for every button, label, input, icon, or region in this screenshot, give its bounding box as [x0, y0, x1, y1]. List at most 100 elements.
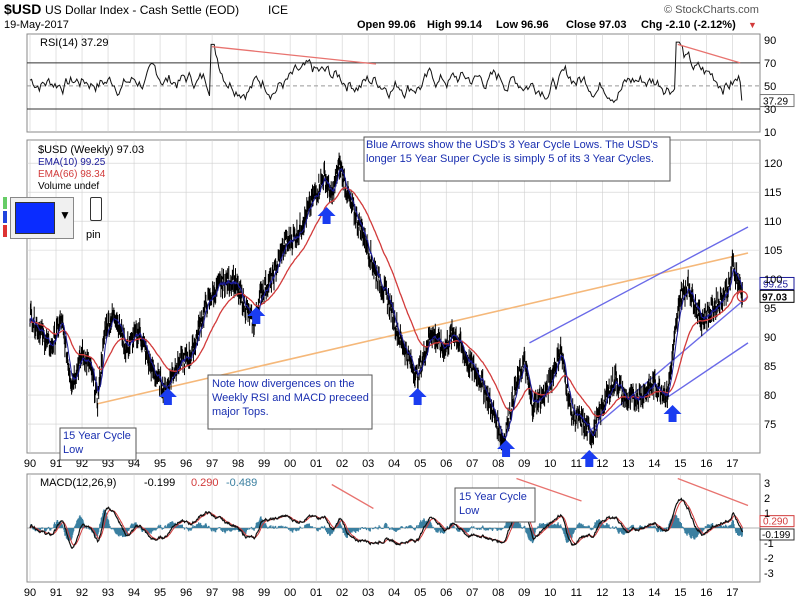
- x-tick-label-bottom: 10: [544, 587, 556, 599]
- x-tick-label: 99: [258, 458, 270, 470]
- brand-logo: © StockCharts.com: [664, 4, 759, 16]
- macd-value-tag: [759, 528, 795, 541]
- x-tick-label: 09: [518, 458, 530, 470]
- rsi-divergence-line: [212, 46, 377, 65]
- x-tick-label: 04: [388, 458, 400, 470]
- x-tick-label: 15: [674, 458, 686, 470]
- pin-label: pin: [86, 229, 101, 241]
- cycle-low-arrow-icon: [497, 440, 516, 457]
- divergence-note-box: [207, 374, 373, 430]
- x-tick-label-bottom: 99: [258, 587, 270, 599]
- x-tick-label-bottom: 94: [128, 587, 140, 599]
- x-tick-label: 12: [596, 458, 608, 470]
- x-tick-label-bottom: 08: [492, 587, 504, 599]
- x-tick-label: 96: [180, 458, 192, 470]
- price-tick-label: 90: [764, 332, 776, 344]
- color-picker-button[interactable]: ▼: [10, 197, 74, 239]
- x-tick-label-bottom: 12: [596, 587, 608, 599]
- x-tick-label-bottom: 09: [518, 587, 530, 599]
- pin-button[interactable]: pin: [84, 195, 108, 247]
- rsi-legend: RSI(14) 37.29: [40, 37, 108, 49]
- cycle-low-arrow-icon: [408, 388, 427, 405]
- cycle-low-arrow-icon: [247, 307, 266, 324]
- cycle-low-arrow-icon: [317, 207, 336, 224]
- blue-arrows-note-box: [363, 136, 671, 182]
- x-tick-label: 07: [466, 458, 478, 470]
- x-tick-label-bottom: 92: [76, 587, 88, 599]
- rsi-divergence-line: [677, 43, 741, 64]
- cycle-low-arrow-icon: [663, 405, 682, 422]
- cycle-low-box-2: [454, 487, 536, 523]
- cycle-low-box-1: [59, 427, 137, 461]
- macd-divergence-line: [677, 477, 749, 507]
- cycle-low-label-1: 15 Year Cycle Low: [63, 430, 131, 456]
- x-tick-label: 92: [76, 458, 88, 470]
- pin-icon: [90, 197, 102, 221]
- title-symbol: $USD: [4, 1, 41, 17]
- title-exchange: ICE: [268, 3, 288, 17]
- color-swatch: [15, 202, 55, 234]
- x-tick-label: 00: [284, 458, 296, 470]
- macd-signal-tag-label: 0.290: [763, 517, 788, 528]
- price-panel-frame: [26, 139, 761, 454]
- x-tick-label-bottom: 93: [102, 587, 114, 599]
- ohlc-open: Open 99.06: [357, 19, 416, 31]
- x-tick-label-bottom: 06: [440, 587, 452, 599]
- x-tick-label-bottom: 17: [726, 587, 738, 599]
- x-tick-label-bottom: 96: [180, 587, 192, 599]
- rsi-tick-label: 30: [764, 104, 776, 116]
- x-tick-label-bottom: 13: [622, 587, 634, 599]
- x-tick-label: 01: [310, 458, 322, 470]
- macd-tick-label: -1: [764, 538, 774, 550]
- ema66-line: [29, 186, 743, 418]
- rsi-layer: 37.29: [27, 41, 795, 110]
- rsi-tick-label: 90: [764, 35, 776, 47]
- price-tick-label: 75: [764, 419, 776, 431]
- style-widget: ▼ pin: [0, 195, 102, 250]
- x-tick-label: 98: [232, 458, 244, 470]
- price-tick-label: 105: [764, 245, 782, 257]
- macd-layer: 0.290 -0.199: [27, 477, 795, 549]
- macd-tick-label: -3: [764, 568, 774, 580]
- macd-tick-label: 2: [764, 493, 770, 505]
- x-tick-label: 06: [440, 458, 452, 470]
- x-tick-label: 08: [492, 458, 504, 470]
- header-date: 19-May-2017: [4, 19, 69, 31]
- x-tick-label-bottom: 07: [466, 587, 478, 599]
- macd-divergence-line: [331, 483, 374, 510]
- macd-tick-label: 3: [764, 478, 770, 490]
- divergence-note: Note how divergences on the Weekly RSI a…: [212, 378, 369, 418]
- macd-divergence-line: [516, 477, 582, 502]
- price-tick-label: 95: [764, 303, 776, 315]
- rsi-value-tag-label: 37.29: [763, 97, 788, 108]
- price-value-tag-label: 97.03: [762, 292, 787, 303]
- x-tick-label: 14: [648, 458, 660, 470]
- cycle-low-arrow-icon: [158, 388, 177, 405]
- x-tick-label-bottom: 04: [388, 587, 400, 599]
- x-tick-label-bottom: 01: [310, 587, 322, 599]
- color-bar-green: [3, 197, 7, 209]
- macd-tick-label: 1: [764, 508, 770, 520]
- price-legend-main: $USD (Weekly) 97.03: [38, 144, 144, 156]
- x-tick-label: 91: [50, 458, 62, 470]
- x-tick-label: 16: [700, 458, 712, 470]
- ema10-line: [29, 167, 743, 440]
- price-legend-ema10: EMA(10) 99.25: [38, 157, 106, 168]
- x-tick-label-bottom: 02: [336, 587, 348, 599]
- ohlc-close: Close 97.03: [566, 19, 627, 31]
- cycle-low-label-2: 15 Year Cycle Low: [459, 491, 527, 517]
- x-tick-label: 97: [206, 458, 218, 470]
- x-tick-label-bottom: 11: [571, 587, 582, 599]
- last-price-marker: [736, 290, 748, 303]
- x-tick-label-bottom: 90: [24, 587, 36, 599]
- price-value-tag: [759, 289, 795, 303]
- ema10-value-tag: [759, 276, 795, 290]
- color-bar-red: [3, 225, 7, 237]
- price-tick-label: 100: [764, 274, 782, 286]
- x-tick-label-bottom: 95: [154, 587, 166, 599]
- long-term-trendline: [97, 252, 749, 405]
- x-tick-label-bottom: 00: [284, 587, 296, 599]
- x-tick-label: 94: [128, 458, 140, 470]
- channel-lower-line: [661, 342, 749, 402]
- macd-legend-hist: -0.489: [226, 477, 257, 489]
